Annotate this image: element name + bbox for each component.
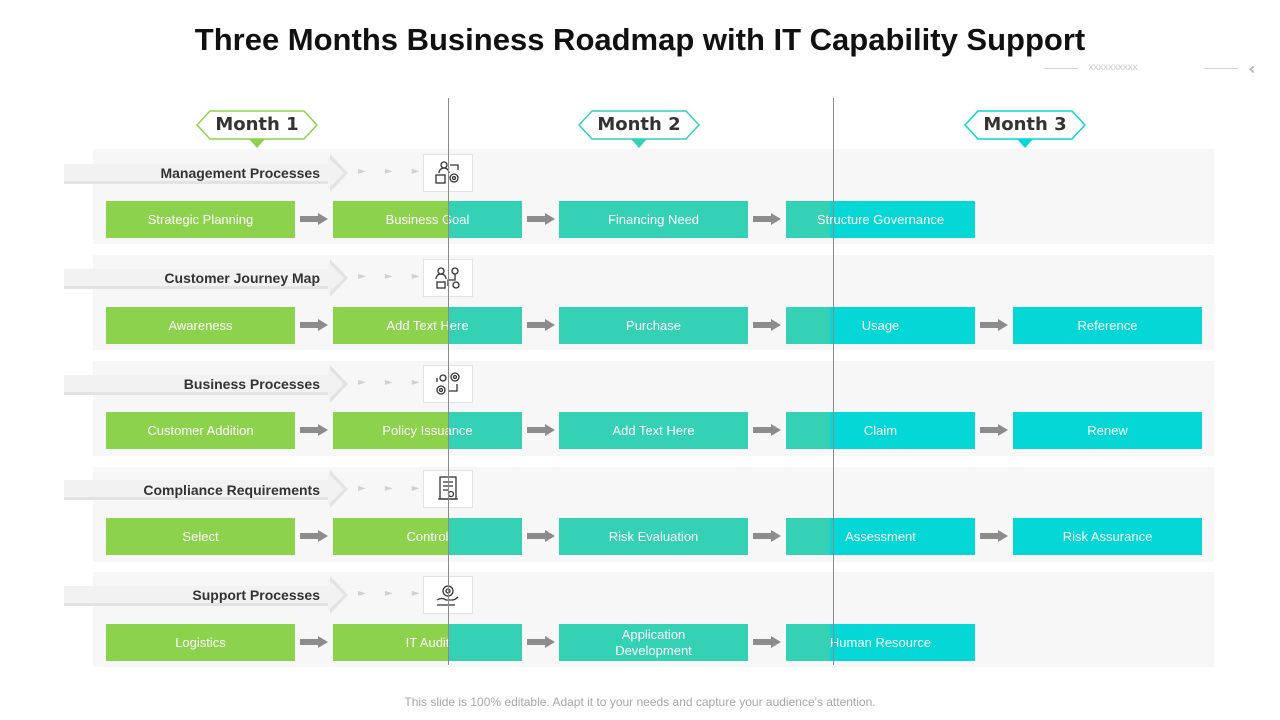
step-application-development: Application Development — [559, 624, 748, 661]
connector-arrow-icon — [527, 319, 555, 331]
step-select: Select — [106, 518, 295, 555]
slide-title: Three Months Business Roadmap with IT Ca… — [194, 22, 1086, 57]
row-heading-customer-journey: Customer Journey Map — [164, 270, 320, 286]
step-purchase: Purchase — [559, 307, 748, 344]
connector-arrow-icon — [753, 424, 781, 436]
row-heading-arrow — [64, 470, 348, 508]
connector-arrow-icon — [300, 636, 328, 648]
connector-arrow-icon — [527, 530, 555, 542]
step-risk-assurance: Risk Assurance — [1013, 518, 1202, 555]
month-3-tag: Month 3 — [964, 110, 1086, 148]
step-strategic-planning: Strategic Planning — [106, 201, 295, 238]
connector-arrow-icon — [753, 319, 781, 331]
month-2-label: Month 2 — [597, 114, 681, 135]
footer-note: This slide is 100% editable. Adapt it to… — [404, 695, 876, 709]
step-add-text: Add Text Here — [559, 412, 748, 449]
step-reference: Reference — [1013, 307, 1202, 344]
connector-arrow-icon — [527, 636, 555, 648]
connector-arrow-icon — [300, 530, 328, 542]
month-3-label: Month 3 — [983, 114, 1067, 135]
progress-arrows: ► ► ► — [358, 271, 428, 282]
row-heading-support: Support Processes — [192, 587, 320, 603]
step-add-text: Add Text Here — [333, 307, 522, 344]
decor-chevrons-icon: ‹‹‹‹ — [1248, 59, 1254, 78]
step-policy-issuance: Policy Issuance — [333, 412, 522, 449]
progress-arrows: ► ► ► — [358, 166, 428, 177]
connector-arrow-icon — [980, 530, 1008, 542]
step-logistics: Logistics — [106, 624, 295, 661]
month-1-tag: Month 1 — [196, 110, 318, 148]
step-customer-addition: Customer Addition — [106, 412, 295, 449]
row-heading-arrow — [64, 259, 348, 297]
month-tag-shape — [964, 110, 1086, 148]
step-it-audit: IT Audit — [333, 624, 522, 661]
step-business-goal: Business Goal — [333, 201, 522, 238]
progress-arrows: ► ► ► — [358, 483, 428, 494]
row-heading-arrow — [64, 154, 348, 192]
step-renew: Renew — [1013, 412, 1202, 449]
step-financing-need: Financing Need — [559, 201, 748, 238]
connector-arrow-icon — [980, 319, 1008, 331]
connector-arrow-icon — [753, 213, 781, 225]
decor-line-left — [1044, 68, 1078, 69]
connector-arrow-icon — [753, 530, 781, 542]
step-claim: Claim — [786, 412, 975, 449]
row-heading-management: Management Processes — [160, 165, 320, 181]
month-tag-shape — [196, 110, 318, 148]
decor-cross-marks: xxxxxxxxxx — [1088, 62, 1138, 73]
decor-line-right — [1204, 68, 1238, 69]
connector-arrow-icon — [300, 213, 328, 225]
row-heading-arrow — [64, 365, 348, 403]
step-assessment: Assessment — [786, 518, 975, 555]
progress-arrows: ► ► ► — [358, 588, 428, 599]
row-heading-business: Business Processes — [183, 376, 320, 392]
month-divider-2 — [833, 98, 834, 665]
month-divider-1 — [448, 98, 449, 665]
connector-arrow-icon — [527, 213, 555, 225]
step-risk-evaluation: Risk Evaluation — [559, 518, 748, 555]
step-structure-governance: Structure Governance — [786, 201, 975, 238]
month-1-label: Month 1 — [215, 114, 299, 135]
connector-arrow-icon — [527, 424, 555, 436]
connector-arrow-icon — [753, 636, 781, 648]
step-human-resource: Human Resource — [786, 624, 975, 661]
row-heading-compliance: Compliance Requirements — [143, 482, 320, 498]
row-heading-arrow — [64, 576, 348, 614]
step-control: Control — [333, 518, 522, 555]
month-tag-shape — [578, 110, 700, 148]
step-awareness: Awareness — [106, 307, 295, 344]
connector-arrow-icon — [980, 424, 1008, 436]
connector-arrow-icon — [300, 319, 328, 331]
step-usage: Usage — [786, 307, 975, 344]
connector-arrow-icon — [300, 424, 328, 436]
month-2-tag: Month 2 — [578, 110, 700, 148]
progress-arrows: ► ► ► — [358, 377, 428, 388]
